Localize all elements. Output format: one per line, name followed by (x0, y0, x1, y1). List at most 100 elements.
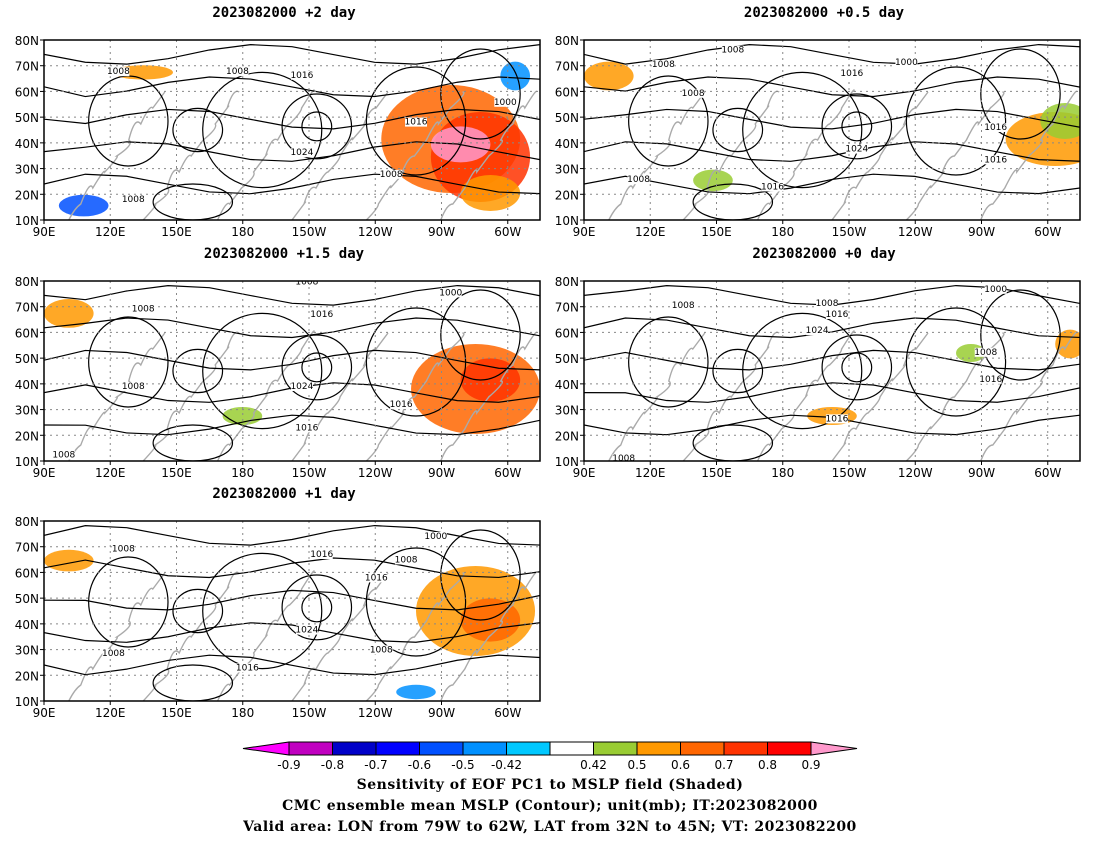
lat-tick-label: 60N (15, 326, 39, 340)
map-frame (583, 280, 1081, 462)
coastline (291, 91, 389, 220)
contour-label: 1016 (310, 550, 333, 560)
mslp-contour (301, 352, 333, 383)
contour-label: 1008 (652, 60, 675, 70)
lat-tick-label: 50N (555, 111, 579, 125)
contour-label: 1016 (984, 155, 1007, 165)
lon-tick-label: 90E (33, 466, 56, 480)
lon-tick-label: 120W (358, 706, 393, 720)
contour-label: 1016 (310, 310, 333, 320)
mslp-contour (172, 588, 224, 634)
mslp-contour (692, 424, 774, 461)
coastline (682, 331, 780, 461)
contour-label: 1000 (439, 288, 462, 298)
coastline (756, 330, 855, 461)
lat-tick-label: 70N (555, 301, 579, 315)
contour-label: 1008 (974, 348, 997, 358)
lon-tick-label: 120E (635, 225, 666, 239)
coastline (142, 90, 240, 220)
coastline (216, 330, 315, 461)
lon-tick-label: 90E (33, 225, 56, 239)
mslp-contour (172, 107, 224, 153)
coastline (142, 331, 240, 461)
footer-line-2: CMC ensemble mean MSLP (Contour); unit(m… (282, 798, 818, 814)
lat-tick-label: 10N (15, 214, 39, 228)
lon-tick-label: 120W (358, 466, 393, 480)
mslp-contour (44, 557, 540, 579)
coastline (291, 332, 389, 461)
lon-tick-label: 120W (898, 466, 933, 480)
mslp-contour (152, 183, 234, 220)
contour-label: 1008 (226, 67, 249, 77)
coastline (68, 332, 166, 461)
lat-tick-label: 60N (15, 85, 39, 99)
lon-tick-label: 180 (231, 706, 254, 720)
lat-tick-label: 70N (15, 301, 39, 315)
lat-tick-label: 80N (15, 275, 39, 289)
lat-tick-label: 10N (555, 455, 579, 469)
map-panel-2: 1008 1008 1016 1000 1008 1024 1016 1016 1008 80N 7… (15, 275, 541, 480)
contour-label: 1008 (395, 555, 418, 565)
contour-label: 1000 (494, 98, 517, 108)
lon-tick-label: 180 (771, 466, 794, 480)
mslp-contour (44, 654, 540, 676)
mslp-contour (821, 93, 893, 160)
contour-label: 1024 (295, 626, 318, 636)
lat-tick-label: 40N (555, 378, 579, 392)
lat-tick-label: 80N (15, 515, 39, 529)
sensitivity-shading (58, 194, 109, 217)
coastline (831, 332, 929, 461)
contour-label: 1008 (52, 450, 75, 460)
contour-label: 1008 (112, 545, 135, 555)
map-frame (583, 39, 1081, 221)
mslp-contour (365, 66, 467, 176)
panel-plus0: 2023082000 +0 day (540, 246, 1100, 486)
contour-label: 1016 (236, 663, 259, 673)
mslp-contour (202, 552, 323, 670)
lat-tick-label: 70N (15, 60, 39, 74)
mslp-contour (905, 66, 1007, 176)
contour-label: 1008 (380, 170, 403, 180)
lat-tick-label: 10N (555, 214, 579, 228)
contour-label: 1016 (984, 123, 1007, 133)
mslp-contour (584, 141, 1080, 162)
mslp-contour (905, 307, 1007, 417)
mslp-contour (742, 71, 863, 189)
lon-tick-label: 150E (701, 225, 732, 239)
panel-plus15: 2023082000 +1.5 day (0, 246, 560, 486)
sensitivity-shading (396, 684, 436, 700)
coastline (980, 90, 1078, 220)
contour-label: 1024 (290, 382, 313, 392)
coastline (905, 91, 1005, 220)
mslp-contour (88, 556, 169, 648)
lon-tick-label: 60W (494, 706, 521, 720)
lon-tick-label: 90W (968, 225, 995, 239)
mslp-contour (584, 382, 1080, 403)
coastline (365, 332, 465, 461)
mslp-contour (742, 312, 863, 430)
map-frame (43, 280, 541, 462)
lat-tick-label: 10N (15, 455, 39, 469)
map-panel-4: 1008 1016 1008 1000 1016 1024 1008 1016 1008 80N 7… (15, 515, 541, 720)
mslp-contour (301, 111, 333, 142)
mslp-contour (365, 547, 467, 657)
mslp-contour (88, 316, 169, 408)
mslp-contour (44, 414, 540, 436)
coastline (68, 91, 166, 220)
lat-tick-label: 70N (15, 541, 39, 555)
lat-tick-label: 30N (15, 644, 39, 658)
lat-tick-label: 20N (15, 429, 39, 443)
lon-tick-label: 150E (161, 225, 192, 239)
mslp-contour (841, 111, 873, 142)
map-frame (43, 520, 541, 702)
lon-tick-label: 90W (428, 466, 455, 480)
mslp-contour (44, 284, 540, 306)
mslp-contour (44, 173, 540, 195)
mslp-contour (440, 289, 521, 381)
contour-label: 1008 (122, 195, 145, 205)
mslp-contour (152, 664, 234, 701)
lon-tick-label: 90E (573, 225, 596, 239)
panel-title: 2023082000 +0.5 day (743, 5, 905, 21)
contour-label: 1000 (424, 532, 447, 542)
mslp-contour (628, 316, 709, 408)
